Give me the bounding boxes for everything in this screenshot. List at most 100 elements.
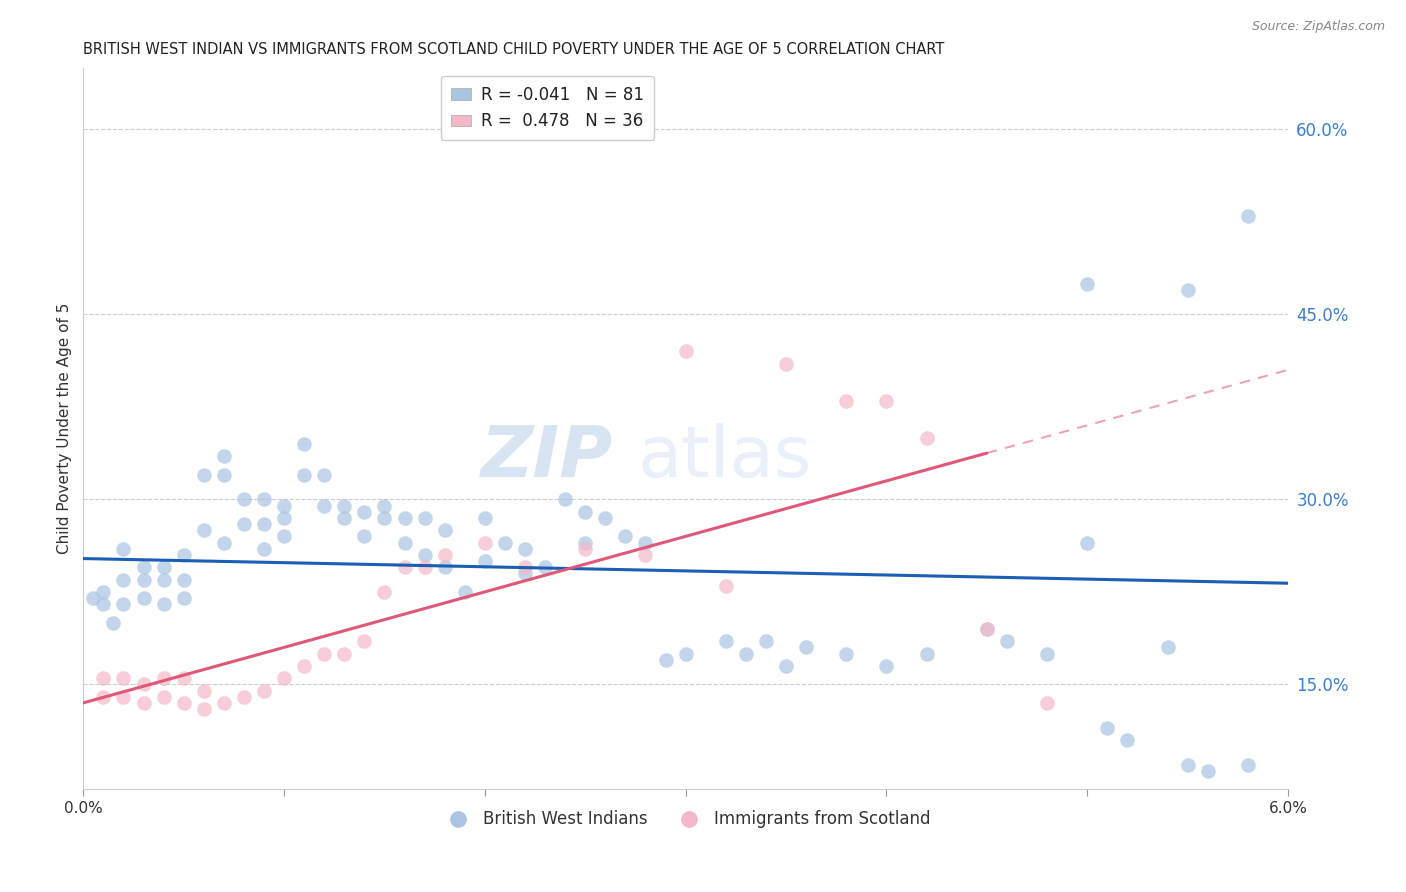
Point — [193, 467, 215, 482]
Point — [212, 467, 235, 482]
Point — [353, 505, 375, 519]
Point — [1156, 640, 1178, 655]
Point — [152, 597, 174, 611]
Point — [132, 591, 155, 605]
Point — [634, 535, 657, 549]
Point — [132, 560, 155, 574]
Point — [394, 535, 416, 549]
Point — [132, 573, 155, 587]
Text: Source: ZipAtlas.com: Source: ZipAtlas.com — [1251, 20, 1385, 33]
Point — [634, 548, 657, 562]
Point — [132, 696, 155, 710]
Point — [314, 467, 336, 482]
Point — [353, 634, 375, 648]
Point — [132, 677, 155, 691]
Point — [1076, 535, 1098, 549]
Point — [212, 535, 235, 549]
Point — [152, 671, 174, 685]
Point — [1237, 757, 1260, 772]
Point — [755, 634, 778, 648]
Point — [433, 523, 456, 537]
Point — [513, 560, 536, 574]
Point — [1036, 696, 1059, 710]
Point — [112, 671, 135, 685]
Point — [314, 647, 336, 661]
Point — [915, 431, 938, 445]
Point — [112, 541, 135, 556]
Point — [212, 449, 235, 463]
Point — [112, 690, 135, 704]
Point — [474, 554, 496, 568]
Point — [333, 499, 356, 513]
Point — [173, 671, 195, 685]
Point — [273, 499, 295, 513]
Point — [333, 511, 356, 525]
Point — [232, 690, 254, 704]
Point — [474, 511, 496, 525]
Point — [232, 516, 254, 531]
Point — [112, 573, 135, 587]
Point — [292, 437, 315, 451]
Point — [82, 591, 104, 605]
Point — [413, 511, 436, 525]
Point — [454, 585, 477, 599]
Point — [373, 511, 395, 525]
Text: atlas: atlas — [637, 423, 811, 491]
Point — [995, 634, 1018, 648]
Point — [273, 671, 295, 685]
Point — [775, 658, 797, 673]
Point — [1116, 732, 1139, 747]
Point — [835, 647, 858, 661]
Point — [474, 535, 496, 549]
Point — [654, 653, 676, 667]
Point — [1097, 721, 1119, 735]
Point — [595, 511, 617, 525]
Point — [433, 548, 456, 562]
Y-axis label: Child Poverty Under the Age of 5: Child Poverty Under the Age of 5 — [58, 302, 72, 554]
Point — [152, 690, 174, 704]
Point — [714, 634, 737, 648]
Text: ZIP: ZIP — [481, 423, 613, 491]
Point — [273, 511, 295, 525]
Point — [714, 579, 737, 593]
Point — [675, 647, 697, 661]
Point — [1177, 283, 1199, 297]
Point — [273, 529, 295, 543]
Point — [574, 541, 596, 556]
Point — [513, 541, 536, 556]
Point — [1036, 647, 1059, 661]
Point — [734, 647, 756, 661]
Point — [1237, 209, 1260, 223]
Point — [253, 492, 276, 507]
Point — [513, 566, 536, 581]
Point — [152, 573, 174, 587]
Point — [976, 622, 998, 636]
Point — [574, 535, 596, 549]
Point — [875, 393, 897, 408]
Point — [394, 560, 416, 574]
Point — [1177, 757, 1199, 772]
Point — [353, 529, 375, 543]
Point — [173, 573, 195, 587]
Point — [433, 560, 456, 574]
Point — [93, 690, 115, 704]
Point — [173, 591, 195, 605]
Point — [173, 696, 195, 710]
Point — [193, 683, 215, 698]
Point — [574, 505, 596, 519]
Point — [373, 585, 395, 599]
Point — [373, 499, 395, 513]
Point — [193, 702, 215, 716]
Point — [976, 622, 998, 636]
Point — [292, 658, 315, 673]
Point — [614, 529, 637, 543]
Point — [394, 511, 416, 525]
Point — [253, 516, 276, 531]
Point — [253, 683, 276, 698]
Point — [314, 499, 336, 513]
Point — [292, 467, 315, 482]
Point — [112, 597, 135, 611]
Point — [875, 658, 897, 673]
Point — [93, 585, 115, 599]
Point — [93, 597, 115, 611]
